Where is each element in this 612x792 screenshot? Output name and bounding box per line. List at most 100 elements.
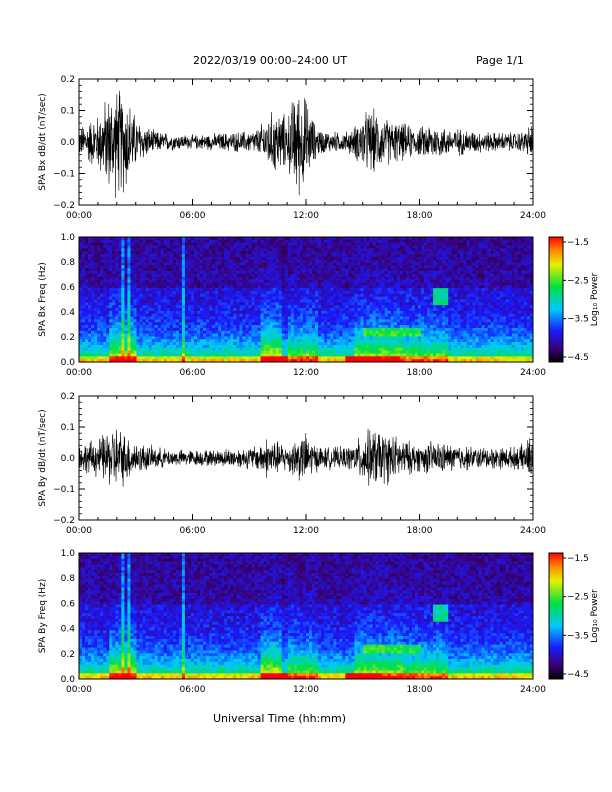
spectrogram-cell [406,246,409,249]
spectrogram-cell [351,246,354,249]
spectrogram-cell [130,297,133,300]
spectrogram-cell [397,311,400,314]
spectrogram-cell [258,280,261,283]
spectrogram-cell [133,277,136,280]
spectrogram-cell [239,300,242,303]
spectrogram-cell [167,260,170,263]
spectrogram-cell [357,260,360,263]
spectrogram-cell [385,280,388,283]
spectrogram-cell [318,277,321,280]
spectrogram-cell [370,311,373,314]
spectrogram-cell [282,334,285,337]
spectrogram-cell [152,285,155,288]
spectrogram-cell [88,297,91,300]
spectrogram-cell [400,271,403,274]
spectrogram-cell [330,246,333,249]
spectrogram-cell [382,308,385,311]
spectrogram-cell [400,280,403,283]
spectrogram-cell [388,300,391,303]
spectrogram-cell [397,282,400,285]
spectrogram-cell [403,240,406,243]
spectrogram-cell [279,246,282,249]
spectrogram-cell [333,325,336,328]
spectrogram-cell [173,297,176,300]
spectrogram-cell [212,317,215,320]
spectrogram-cell [264,265,267,268]
spectrogram-cell [373,285,376,288]
spectrogram-cell [233,342,236,345]
spectrogram-cell [233,300,236,303]
spectrogram-cell [252,277,255,280]
spectrogram-cell [370,274,373,277]
spectrogram-cell [258,302,261,305]
spectrogram-cell [146,288,149,291]
spectrogram-cell [82,291,85,294]
spectrogram-cell [230,305,233,308]
spectrogram-cell [221,257,224,260]
spectrogram-cell [239,288,242,291]
spectrogram-cell [230,308,233,311]
spectrogram-cell [109,348,112,351]
spectrogram-cell [164,351,167,354]
spectrogram-cell [197,317,200,320]
spectrogram-cell [161,331,164,334]
spectrogram-cell [261,311,264,314]
spectrogram-cell [364,339,367,342]
spectrogram-cell [85,351,88,354]
spectrogram-cell [146,348,149,351]
spectrogram-cell [270,257,273,260]
spectrogram-cell [203,325,206,328]
spectrogram-cell [364,288,367,291]
spectrogram-cell [242,254,245,257]
spectrogram-cell [276,297,279,300]
spectrogram-cell [342,246,345,249]
spectrogram-cell [258,263,261,266]
spectrogram-cell [170,263,173,266]
spectrogram-cell [94,317,97,320]
spectrogram-cell [312,297,315,300]
spectrogram-cell [285,311,288,314]
spectrogram-cell [215,317,218,320]
spectrogram-cell [388,282,391,285]
spectrogram-cell [106,268,109,271]
spectrogram-cell [212,302,215,305]
spectrogram-cell [279,240,282,243]
spectrogram-cell [267,248,270,251]
spectrogram-cell [364,285,367,288]
spectrogram-cell [351,251,354,254]
spectrogram-cell [179,308,182,311]
spectrogram-cell [291,243,294,246]
spectrogram-cell [318,280,321,283]
spectrogram-cell [164,260,167,263]
spectrogram-cell [224,260,227,263]
spectrogram-cell [391,353,394,356]
spectrogram-cell [303,254,306,257]
spectrogram-cell [333,336,336,339]
spectrogram-cell [248,277,251,280]
spectrogram-cell [279,294,282,297]
spectrogram-cell [364,348,367,351]
spectrogram-cell [261,297,264,300]
spectrogram-cell [270,308,273,311]
spectrogram-cell [161,271,164,274]
spectrogram-cell [155,302,158,305]
spectrogram-cell [209,294,212,297]
spectrogram-cell [239,246,242,249]
spectrogram-cell [176,308,179,311]
spectrogram-cell [306,305,309,308]
spectrogram-cell [118,263,121,266]
spectrogram-cell [118,305,121,308]
spectrogram-cell [149,345,152,348]
spectrogram-cell [239,291,242,294]
spectrogram-cell [327,277,330,280]
spectrogram-cell [221,282,224,285]
spectrogram-cell [91,322,94,325]
spectrogram-cell [215,251,218,254]
spectrogram-cell [206,240,209,243]
spectrogram-cell [388,351,391,354]
spectrogram-cell [276,271,279,274]
spectrogram-cell [324,322,327,325]
spectrogram-cell [167,285,170,288]
spectrogram-cell [245,348,248,351]
